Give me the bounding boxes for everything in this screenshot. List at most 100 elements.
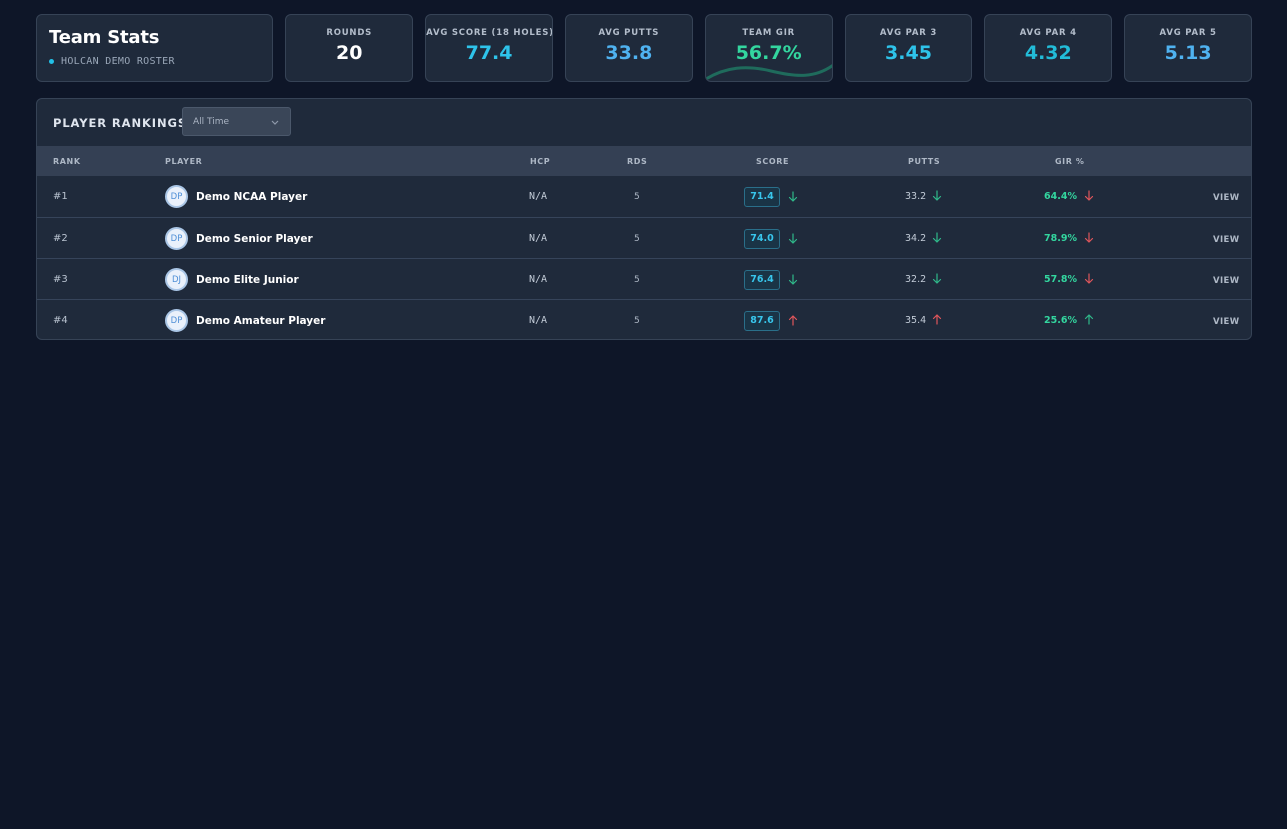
table-row[interactable]: #2 DP Demo Senior Player N/A 5 74.0 34.2…: [37, 217, 1251, 258]
trend-icon: [1084, 231, 1094, 246]
column-header-score[interactable]: SCORE: [756, 157, 790, 166]
stat-card-avg-par3: AVG PAR 3 3.45: [844, 14, 973, 82]
gir-value: 57.8%: [1044, 274, 1077, 285]
score-cell: 71.4: [744, 176, 798, 217]
score-cell: 74.0: [744, 218, 798, 259]
stat-value: 20: [336, 42, 363, 64]
putts-value: 32.2: [905, 274, 927, 285]
page-title: Team Stats: [49, 27, 160, 48]
trend-icon: [788, 311, 798, 330]
roster-label: HOLCAN DEMO ROSTER: [49, 56, 260, 67]
table-row[interactable]: #4 DP Demo Amateur Player N/A 5 87.6 35.…: [37, 299, 1251, 339]
rankings-table-body: #1 DP Demo NCAA Player N/A 5 71.4 33.2 6…: [37, 176, 1251, 339]
stat-value: 3.45: [885, 42, 932, 64]
avatar: DJ: [165, 268, 188, 291]
status-dot-icon: [49, 59, 54, 64]
stat-card-team-gir: TEAM GIR 56.7%: [704, 14, 833, 82]
stat-label: AVG PUTTS: [598, 28, 660, 38]
stat-label: ROUNDS: [326, 28, 373, 38]
arrow-up-icon: [933, 313, 942, 325]
trend-icon: [1084, 189, 1094, 204]
time-range-value: All Time: [193, 116, 230, 127]
score-badge: 74.0: [744, 228, 780, 249]
player-cell: DP Demo Senior Player: [165, 218, 313, 259]
gir-value: 64.4%: [1044, 191, 1077, 202]
player-hcp: N/A: [529, 315, 548, 326]
view-button[interactable]: VIEW: [1213, 234, 1240, 245]
score-badge: 76.4: [744, 269, 780, 290]
player-rank: #2: [53, 233, 68, 244]
putts-cell: 34.2: [905, 218, 942, 259]
stat-label: TEAM GIR: [742, 28, 796, 38]
score-badge: 87.6: [744, 310, 780, 331]
column-header-rank[interactable]: RANK: [53, 157, 81, 166]
player-rank: #3: [53, 274, 68, 285]
stat-card-avg-par5: AVG PAR 5 5.13: [1124, 14, 1253, 82]
trend-icon: [788, 229, 798, 248]
time-range-select[interactable]: All Time: [182, 107, 291, 136]
gir-cell: 57.8%: [1044, 259, 1094, 300]
column-header-player[interactable]: PLAYER: [165, 157, 203, 166]
arrow-down-icon: [788, 233, 798, 244]
panel-title: PLAYER RANKINGS: [53, 116, 188, 130]
stat-value: 33.8: [605, 42, 653, 64]
avatar: DP: [165, 227, 188, 250]
arrow-down-icon: [788, 191, 798, 202]
putts-cell: 35.4: [905, 300, 942, 339]
avatar: DP: [165, 309, 188, 332]
column-header-putts[interactable]: PUTTS: [908, 157, 941, 166]
trend-icon: [1084, 313, 1094, 328]
view-button[interactable]: VIEW: [1213, 275, 1240, 286]
stat-label: AVG PAR 4: [1019, 28, 1077, 38]
gir-value: 78.9%: [1044, 233, 1077, 244]
player-name[interactable]: Demo Amateur Player: [196, 314, 326, 327]
score-cell: 87.6: [744, 300, 798, 339]
player-name[interactable]: Demo Senior Player: [196, 232, 313, 245]
score-cell: 76.4: [744, 259, 798, 300]
arrow-up-icon: [788, 315, 798, 326]
view-button[interactable]: VIEW: [1213, 192, 1240, 203]
gir-value: 25.6%: [1044, 315, 1077, 326]
player-cell: DP Demo NCAA Player: [165, 176, 307, 217]
table-header: RANK PLAYER HCP RDS SCORE PUTTS GIR %: [37, 146, 1251, 176]
putts-cell: 32.2: [905, 259, 942, 300]
table-row[interactable]: #1 DP Demo NCAA Player N/A 5 71.4 33.2 6…: [37, 176, 1251, 217]
arrow-down-icon: [788, 274, 798, 285]
arrow-down-icon: [1084, 189, 1094, 201]
arrow-up-icon: [1084, 313, 1094, 325]
avatar: DP: [165, 185, 188, 208]
column-header-hcp[interactable]: HCP: [530, 157, 551, 166]
player-name[interactable]: Demo NCAA Player: [196, 190, 308, 203]
stat-value: 5.13: [1164, 42, 1212, 64]
putts-value: 33.2: [905, 191, 927, 202]
arrow-down-icon: [933, 189, 942, 201]
column-header-rds[interactable]: RDS: [627, 157, 648, 166]
stat-card-avg-putts: AVG PUTTS 33.8: [564, 14, 693, 82]
column-header-gir[interactable]: GIR %: [1055, 157, 1085, 166]
team-stats-card: Team Stats HOLCAN DEMO ROSTER: [36, 14, 274, 82]
player-hcp: N/A: [529, 233, 548, 244]
stats-header: Team Stats HOLCAN DEMO ROSTER ROUNDS 20 …: [36, 14, 1253, 82]
player-hcp: N/A: [529, 274, 548, 285]
putts-cell: 33.2: [905, 176, 942, 217]
player-rounds: 5: [634, 191, 640, 202]
trend-icon: [932, 313, 942, 328]
player-rounds: 5: [634, 233, 640, 244]
panel-header: PLAYER RANKINGS All Time: [37, 99, 1251, 146]
trend-icon: [932, 272, 942, 287]
table-row[interactable]: #3 DJ Demo Elite Junior N/A 5 76.4 32.2 …: [37, 258, 1251, 299]
gir-wave-icon: [705, 64, 832, 81]
stat-label: AVG PAR 3: [879, 28, 938, 38]
arrow-down-icon: [1084, 231, 1094, 243]
arrow-down-icon: [1084, 272, 1094, 284]
player-name[interactable]: Demo Elite Junior: [196, 273, 299, 286]
roster-name: HOLCAN DEMO ROSTER: [61, 56, 175, 67]
arrow-down-icon: [933, 231, 942, 243]
player-hcp: N/A: [529, 191, 548, 202]
player-cell: DJ Demo Elite Junior: [165, 259, 299, 300]
player-rounds: 5: [634, 315, 640, 326]
view-button[interactable]: VIEW: [1213, 316, 1240, 327]
trend-icon: [1084, 272, 1094, 287]
player-rounds: 5: [634, 274, 640, 285]
stat-card-avg-score: AVG SCORE (18 HOLES) 77.4: [425, 14, 553, 82]
